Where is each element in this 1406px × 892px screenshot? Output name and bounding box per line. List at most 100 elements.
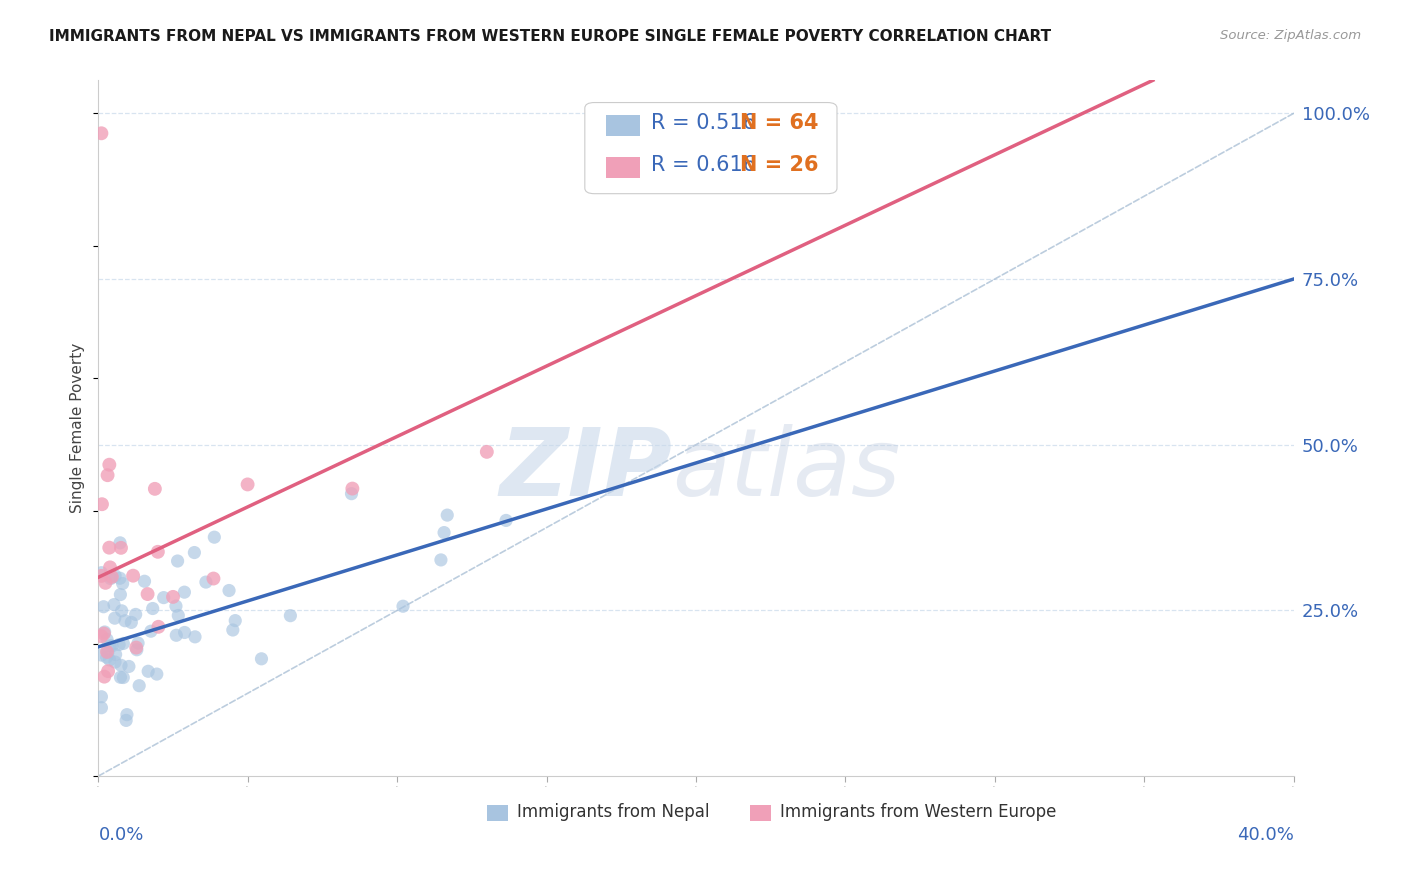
Point [101,639,124,653]
Point [194,575,217,590]
Point [90,126,112,140]
Point [90,566,112,580]
Point [342,482,364,496]
Point [183,545,205,559]
Point [93,599,115,614]
Text: Immigrants from Western Europe: Immigrants from Western Europe [779,803,1056,822]
Point [202,572,225,586]
Point [118,659,141,673]
Point [173,625,195,640]
Text: N = 64: N = 64 [740,113,818,134]
Point [280,608,302,623]
Point [98,653,121,667]
Text: 0.0%: 0.0% [98,826,143,844]
Point [108,536,131,550]
Point [98,639,121,653]
Point [90,700,112,714]
Point [115,707,138,722]
Y-axis label: Single Female Poverty: Single Female Poverty [70,343,86,513]
Point [166,554,188,568]
Point [143,482,166,496]
Text: N = 26: N = 26 [740,155,818,175]
Point [146,545,169,559]
Point [97,645,120,659]
Point [148,620,170,634]
Text: 40.0%: 40.0% [1237,826,1294,844]
Point [236,477,259,491]
Point [98,541,121,555]
FancyBboxPatch shape [585,103,837,194]
Point [101,570,124,584]
Point [98,458,121,472]
Text: atlas: atlas [672,425,900,516]
Point [125,642,148,657]
Point [104,611,127,625]
Point [91,497,114,511]
Point [115,714,138,728]
Point [392,599,415,614]
Point [122,568,145,582]
Point [93,625,115,640]
Point [162,590,184,604]
Point [100,572,122,586]
Point [90,569,112,583]
Point [112,636,135,650]
Point [184,630,207,644]
Point [108,638,131,652]
Point [104,655,127,669]
Point [110,670,132,684]
Point [146,667,169,681]
Point [222,623,245,637]
Point [250,652,273,666]
Point [90,629,112,643]
FancyBboxPatch shape [606,115,640,136]
FancyBboxPatch shape [486,805,509,821]
Point [90,648,112,662]
Point [96,632,118,647]
Point [136,665,159,679]
Point [127,636,149,650]
Point [111,576,134,591]
Point [430,553,453,567]
Point [97,468,120,483]
Point [218,583,240,598]
Point [111,604,134,618]
Text: Source: ZipAtlas.com: Source: ZipAtlas.com [1220,29,1361,42]
Point [136,587,159,601]
Point [108,571,131,585]
Point [433,525,456,540]
Point [93,626,115,640]
FancyBboxPatch shape [749,805,772,821]
Point [165,599,187,613]
Text: R = 0.516: R = 0.516 [651,113,755,134]
Point [93,670,115,684]
Point [97,664,120,678]
Point [110,588,132,602]
Point [110,541,132,555]
Point [167,608,190,623]
Text: Immigrants from Nepal: Immigrants from Nepal [517,803,709,822]
Point [173,585,195,599]
Point [125,640,148,655]
Point [436,508,458,522]
Point [495,513,517,527]
Point [110,658,132,673]
Point [475,445,498,459]
Point [165,628,187,642]
Point [120,615,142,630]
Point [96,650,118,665]
Point [152,591,174,605]
Point [112,671,135,685]
Point [202,530,225,544]
Point [114,614,136,628]
Point [104,569,127,583]
Point [340,486,363,500]
Text: ZIP: ZIP [499,424,672,516]
Point [224,614,246,628]
Point [98,560,121,574]
Text: IMMIGRANTS FROM NEPAL VS IMMIGRANTS FROM WESTERN EUROPE SINGLE FEMALE POVERTY CO: IMMIGRANTS FROM NEPAL VS IMMIGRANTS FROM… [49,29,1052,44]
Point [94,575,117,590]
FancyBboxPatch shape [606,157,640,178]
Point [134,574,156,589]
Point [139,624,162,639]
